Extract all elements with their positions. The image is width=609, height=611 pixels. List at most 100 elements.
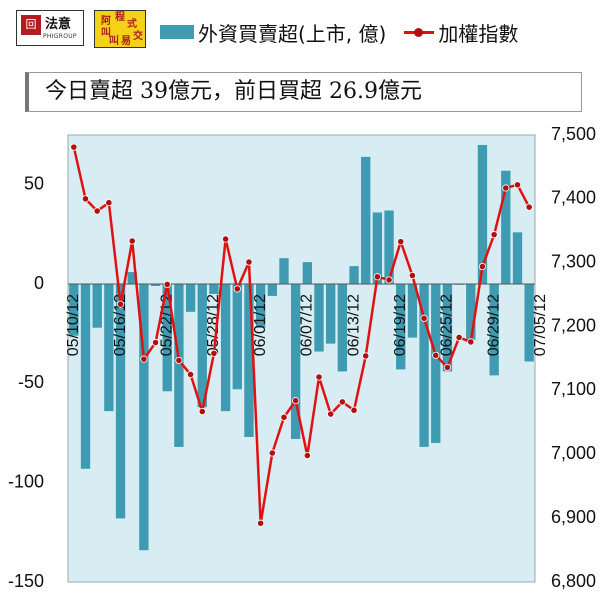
- line-point: [93, 207, 101, 215]
- legend-bar-swatch: [160, 25, 194, 39]
- line-point: [105, 199, 113, 207]
- bar: [442, 284, 453, 372]
- bar: [255, 284, 266, 328]
- bar: [185, 284, 196, 312]
- line-point: [315, 373, 323, 381]
- bar: [220, 284, 231, 412]
- y-left-tick: -100: [8, 471, 44, 491]
- x-tick-label: 05/10/12: [65, 294, 82, 356]
- line-point: [408, 271, 417, 280]
- bar: [372, 212, 383, 284]
- logo2-glyph: 交: [133, 31, 143, 42]
- line-point: [478, 262, 487, 271]
- line-point: [513, 181, 522, 189]
- bar: [524, 284, 534, 362]
- bar: [104, 284, 114, 412]
- x-tick-label: 07/05/12: [532, 294, 549, 356]
- line-point: [198, 407, 206, 416]
- taiex-line: [72, 146, 531, 525]
- bar: [244, 284, 254, 437]
- bar: [489, 284, 499, 376]
- line-point: [350, 406, 358, 414]
- line-point: [186, 370, 195, 379]
- bar: [162, 284, 172, 392]
- legend-label-foreign-net: 外資買賣超(上市, 億): [198, 21, 387, 46]
- line-point: [175, 356, 183, 365]
- bar: [314, 284, 324, 352]
- logo-name: 法意: [45, 17, 72, 32]
- x-tick-label: 06/19/12: [392, 294, 409, 356]
- line-point: [257, 519, 265, 527]
- line-point: [467, 338, 475, 346]
- logo2-glyph: 易: [121, 36, 131, 47]
- line-point: [116, 300, 125, 308]
- line-point: [432, 351, 440, 359]
- line-point: [338, 398, 346, 406]
- y-left-tick: 0: [34, 273, 44, 293]
- logo2-glyph: 式: [127, 19, 137, 30]
- bar: [512, 232, 523, 284]
- logo2-glyph: 叫: [109, 36, 119, 47]
- bar: [290, 284, 301, 439]
- line-point: [362, 352, 370, 360]
- bar: [150, 284, 161, 286]
- line-point: [268, 449, 276, 457]
- logo2-glyph: 阿: [101, 16, 111, 27]
- line-point: [502, 184, 510, 192]
- y-right-tick: 7,000: [551, 443, 596, 463]
- line-point: [292, 397, 300, 405]
- line-point: [373, 273, 381, 281]
- bar: [232, 284, 242, 390]
- bar: [466, 284, 476, 340]
- line-point: [420, 314, 428, 322]
- bar: [267, 284, 277, 296]
- line-point: [163, 280, 171, 289]
- line-point: [128, 237, 136, 245]
- y-right-tick: 7,200: [551, 315, 596, 335]
- legend-line-swatch: [404, 25, 435, 39]
- line-point: [455, 333, 463, 342]
- line-point: [490, 231, 498, 239]
- bar: [92, 284, 102, 328]
- bar: [501, 170, 511, 284]
- y-right-tick: 7,500: [551, 124, 596, 144]
- logo2-glyph: 程: [115, 12, 125, 23]
- bar: [139, 284, 149, 551]
- line-point: [327, 410, 335, 418]
- x-tick-label: 05/16/12: [112, 294, 129, 356]
- logo-seal-icon: 回: [21, 15, 41, 35]
- bar: [361, 156, 371, 284]
- legend-label-taiex: 加權指數: [438, 21, 519, 46]
- line-point: [245, 258, 253, 266]
- line-point: [70, 143, 78, 151]
- y-left-tick: 50: [24, 173, 44, 193]
- line-point: [151, 338, 160, 347]
- phigroup-logo: 回 法意 PHIGROUP: [16, 10, 84, 46]
- y-left-tick: -150: [8, 571, 44, 591]
- bar: [477, 144, 488, 284]
- bar: [326, 284, 336, 344]
- y-left-tick: -50: [18, 372, 44, 392]
- line-point: [525, 203, 533, 211]
- x-tick-label: 06/25/12: [439, 294, 456, 356]
- bar: [197, 284, 207, 408]
- logo2-glyph: 叫: [101, 28, 111, 39]
- bar: [127, 272, 137, 284]
- line-point: [222, 235, 230, 243]
- bar: [69, 284, 79, 336]
- line-point: [280, 413, 288, 421]
- line-point: [443, 363, 452, 372]
- bar: [407, 284, 418, 338]
- line-point: [210, 349, 218, 357]
- x-tick-label: 06/13/12: [345, 294, 362, 356]
- bar: [337, 284, 348, 372]
- bar: [209, 284, 219, 294]
- line-point: [233, 285, 241, 293]
- y-right-tick: 6,800: [551, 571, 596, 591]
- y-right-tick: 7,100: [551, 379, 596, 399]
- summary-banner: 今日賣超 39億元，前日買超 26.9億元: [25, 72, 582, 112]
- bar: [174, 284, 184, 447]
- bar: [302, 262, 313, 284]
- bar: [279, 258, 289, 284]
